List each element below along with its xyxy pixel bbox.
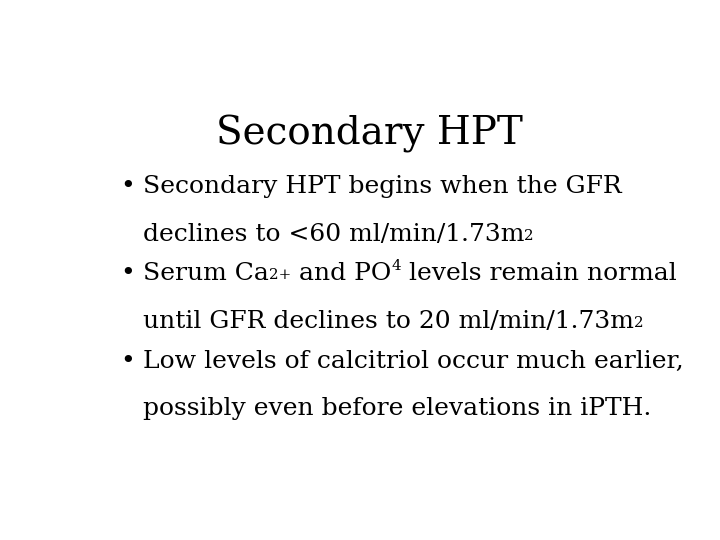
Text: •: •: [121, 349, 135, 373]
Text: 4: 4: [392, 259, 401, 273]
Text: Secondary HPT: Secondary HPT: [215, 114, 523, 153]
Text: 2+: 2+: [269, 268, 291, 282]
Text: until GFR declines to 20 ml/min/1.73m: until GFR declines to 20 ml/min/1.73m: [143, 310, 634, 333]
Text: 2: 2: [524, 229, 534, 243]
Text: Serum Ca: Serum Ca: [143, 262, 269, 285]
Text: declines to <60 ml/min/1.73m: declines to <60 ml/min/1.73m: [143, 223, 524, 246]
Text: •: •: [121, 262, 135, 285]
Text: 2: 2: [634, 316, 644, 330]
Text: Secondary HPT begins when the GFR: Secondary HPT begins when the GFR: [143, 175, 621, 198]
Text: •: •: [121, 175, 135, 198]
Text: possibly even before elevations in iPTH.: possibly even before elevations in iPTH.: [143, 397, 652, 421]
Text: Low levels of calcitriol occur much earlier,: Low levels of calcitriol occur much earl…: [143, 349, 684, 373]
Text: and PO: and PO: [291, 262, 392, 285]
Text: levels remain normal: levels remain normal: [401, 262, 677, 285]
